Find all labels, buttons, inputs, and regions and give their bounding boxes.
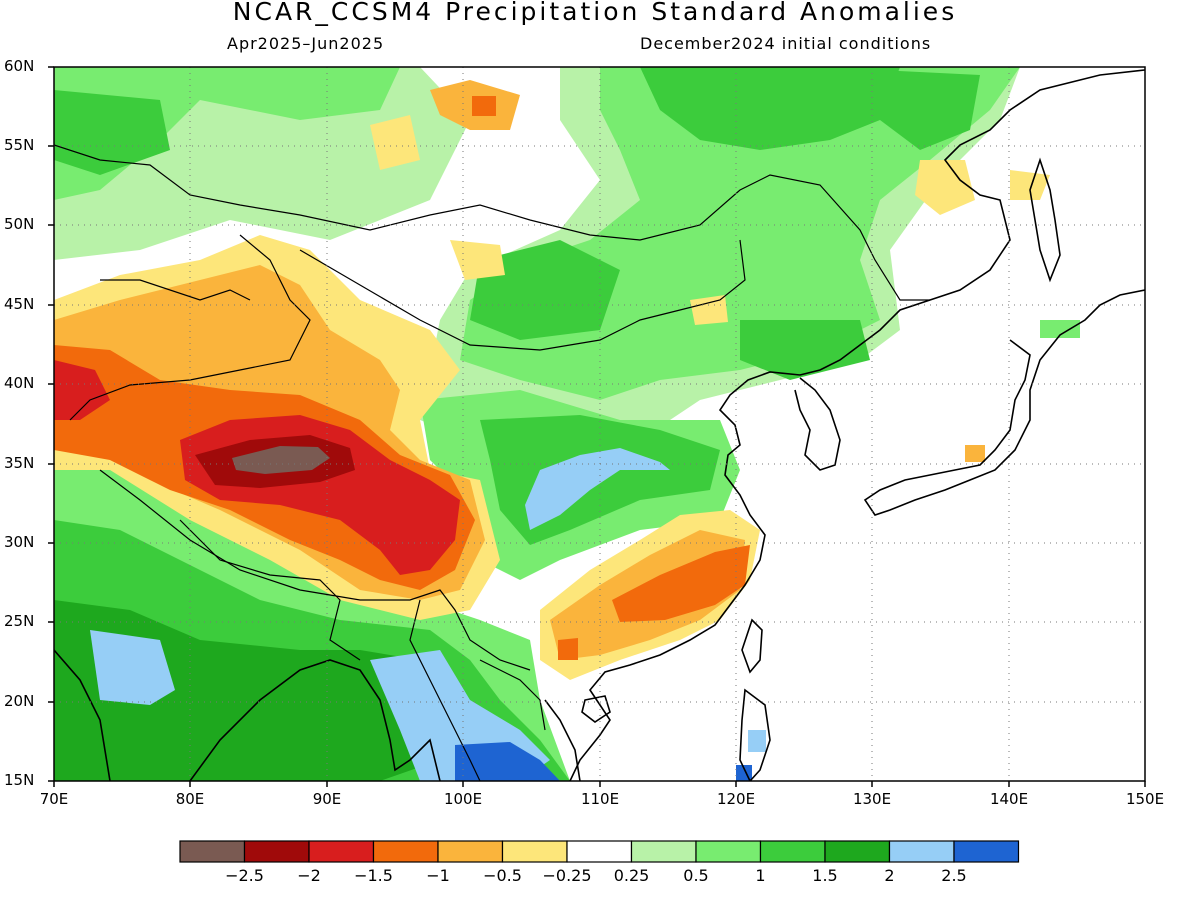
anomaly-region — [472, 96, 496, 116]
colorbar-swatch — [888, 840, 955, 863]
anomaly-region — [690, 295, 728, 325]
lon-label: 100E — [443, 790, 483, 808]
anomaly-region — [965, 445, 985, 462]
anomaly-region — [525, 448, 670, 530]
anomaly-region — [370, 115, 420, 170]
colorbar-swatch — [308, 840, 375, 863]
vietnam-coastline — [544, 699, 581, 781]
colorbar-swatch — [824, 840, 891, 863]
lat-label: 20N — [4, 692, 35, 710]
colorbar-label: 2 — [884, 866, 895, 885]
colorbar-label: −2.5 — [225, 866, 264, 885]
colorbar-swatch — [630, 840, 697, 863]
mongolia-border — [299, 239, 746, 351]
lat-label: 60N — [4, 57, 35, 75]
korea-coastline — [794, 377, 841, 471]
forecast-period: Apr2025–Jun2025 — [227, 34, 385, 53]
colorbar-swatch — [953, 840, 1020, 863]
lat-label: 40N — [4, 374, 35, 392]
china-west-border — [69, 234, 311, 421]
india-coastline — [54, 649, 111, 781]
anomaly-region — [558, 638, 578, 660]
borders — [54, 144, 930, 781]
anomaly-region — [740, 320, 870, 380]
coastlines — [54, 69, 1145, 781]
colorbar-swatch — [437, 840, 504, 863]
colorbar-swatch — [695, 840, 762, 863]
anomaly-field — [54, 67, 1145, 781]
axis-ticks — [48, 66, 1146, 787]
lon-label: 120E — [716, 790, 756, 808]
anomaly-region — [612, 545, 750, 622]
anomaly-region — [54, 360, 110, 420]
colorbar-label: −0.25 — [542, 866, 592, 885]
initial-conditions: December2024 initial conditions — [640, 34, 932, 53]
laos-border — [479, 659, 546, 731]
anomaly-region — [90, 630, 175, 705]
anomaly-region — [1010, 170, 1050, 200]
colorbar-label: 0.25 — [613, 866, 650, 885]
gridlines — [54, 67, 1145, 781]
colorbar-label: −0.5 — [483, 866, 522, 885]
kazakh-border — [100, 279, 251, 301]
lon-label: 70E — [39, 790, 69, 808]
taiwan-coastline — [741, 618, 763, 674]
lon-label: 140E — [989, 790, 1029, 808]
colorbar-swatch — [179, 840, 246, 863]
colorbar-swatch — [501, 840, 568, 863]
anomaly-region — [748, 730, 766, 752]
anomaly-region — [640, 67, 900, 150]
hainan-coastline — [581, 695, 611, 723]
colorbar-swatch — [372, 840, 439, 863]
himalaya-border — [99, 469, 531, 671]
anomaly-region — [232, 446, 330, 474]
anomaly-region — [470, 240, 620, 340]
lat-label: 45N — [4, 295, 35, 313]
colorbar-label: 0.5 — [683, 866, 709, 885]
colorbar-label: −1.5 — [354, 866, 393, 885]
colorbar — [179, 840, 1020, 863]
map-title: NCAR_CCSM4 Precipitation Standard Anomal… — [232, 0, 958, 26]
lon-label: 130E — [852, 790, 892, 808]
colorbar-swatch — [243, 840, 310, 863]
lat-label: 30N — [4, 533, 35, 551]
colorbar-label: 2.5 — [941, 866, 967, 885]
lat-label: 15N — [4, 771, 35, 789]
lon-label: 150E — [1125, 790, 1165, 808]
colorbar-label: 1 — [755, 866, 766, 885]
anomaly-region — [1040, 320, 1080, 338]
lat-label: 25N — [4, 612, 35, 630]
anomaly-region — [450, 240, 505, 280]
lon-label: 110E — [580, 790, 620, 808]
anomaly-region — [915, 160, 975, 215]
colorbar-label: −1 — [426, 866, 450, 885]
anomaly-region — [455, 742, 560, 781]
sakhalin-coastline — [1029, 157, 1061, 283]
lat-label: 55N — [4, 136, 35, 154]
lon-label: 80E — [175, 790, 205, 808]
india-nepal-border — [179, 519, 361, 661]
bay-coastline — [189, 659, 441, 781]
philippines-coastline — [739, 688, 771, 781]
colorbar-label: −2 — [297, 866, 321, 885]
asia-coastline — [569, 69, 1145, 781]
anomaly-region — [880, 70, 980, 150]
colorbar-swatch — [759, 840, 826, 863]
lat-label: 35N — [4, 454, 35, 472]
japan-coastline — [863, 289, 1145, 516]
lat-label: 50N — [4, 215, 35, 233]
colorbar-label: 1.5 — [812, 866, 838, 885]
russia-border — [54, 144, 930, 301]
colorbar-swatch — [566, 840, 633, 863]
lon-label: 90E — [312, 790, 342, 808]
anomaly-region — [54, 90, 170, 175]
myanmar-border — [409, 599, 481, 781]
